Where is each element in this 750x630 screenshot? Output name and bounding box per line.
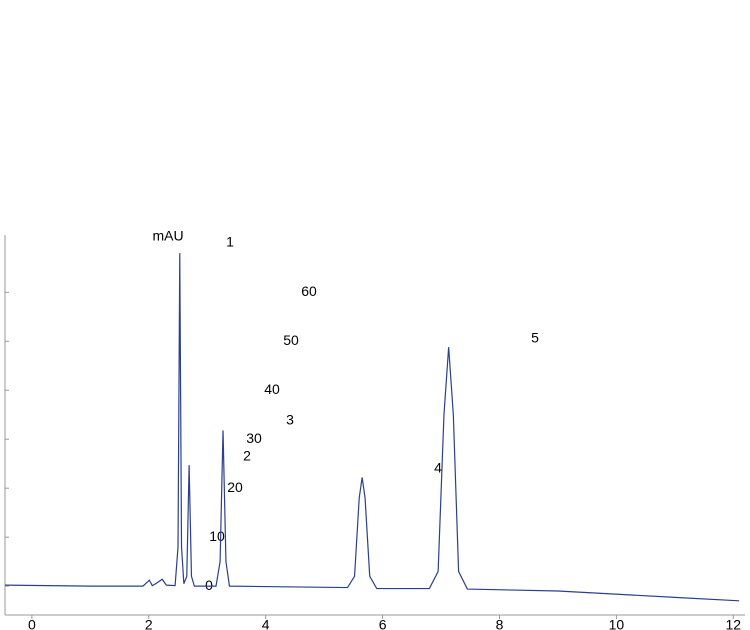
y-tick-label: 60 [301, 283, 317, 299]
x-tick-label: 12 [726, 617, 742, 630]
chromatogram-line [4, 253, 740, 602]
x-tick-label: 10 [609, 617, 625, 630]
x-tick-label: 6 [379, 617, 387, 630]
peak-label: 3 [286, 412, 294, 428]
x-tick-label: 8 [496, 617, 504, 630]
y-tick-label: 50 [283, 332, 299, 348]
y-tick-label: 0 [205, 577, 213, 593]
peak-label: 1 [226, 234, 234, 250]
peak-label: 5 [531, 330, 539, 346]
peak-label: 2 [243, 448, 251, 464]
y-tick-label: 10 [209, 528, 225, 544]
y-tick-label: 40 [264, 381, 280, 397]
y-tick-label: 30 [246, 430, 262, 446]
x-tick-label: 4 [262, 617, 270, 630]
y-axis-label: mAU [152, 228, 183, 244]
peak-label: 4 [434, 460, 442, 476]
x-tick-label: 0 [28, 617, 36, 630]
x-tick-label: 2 [145, 617, 153, 630]
y-tick-label: 20 [227, 479, 243, 495]
